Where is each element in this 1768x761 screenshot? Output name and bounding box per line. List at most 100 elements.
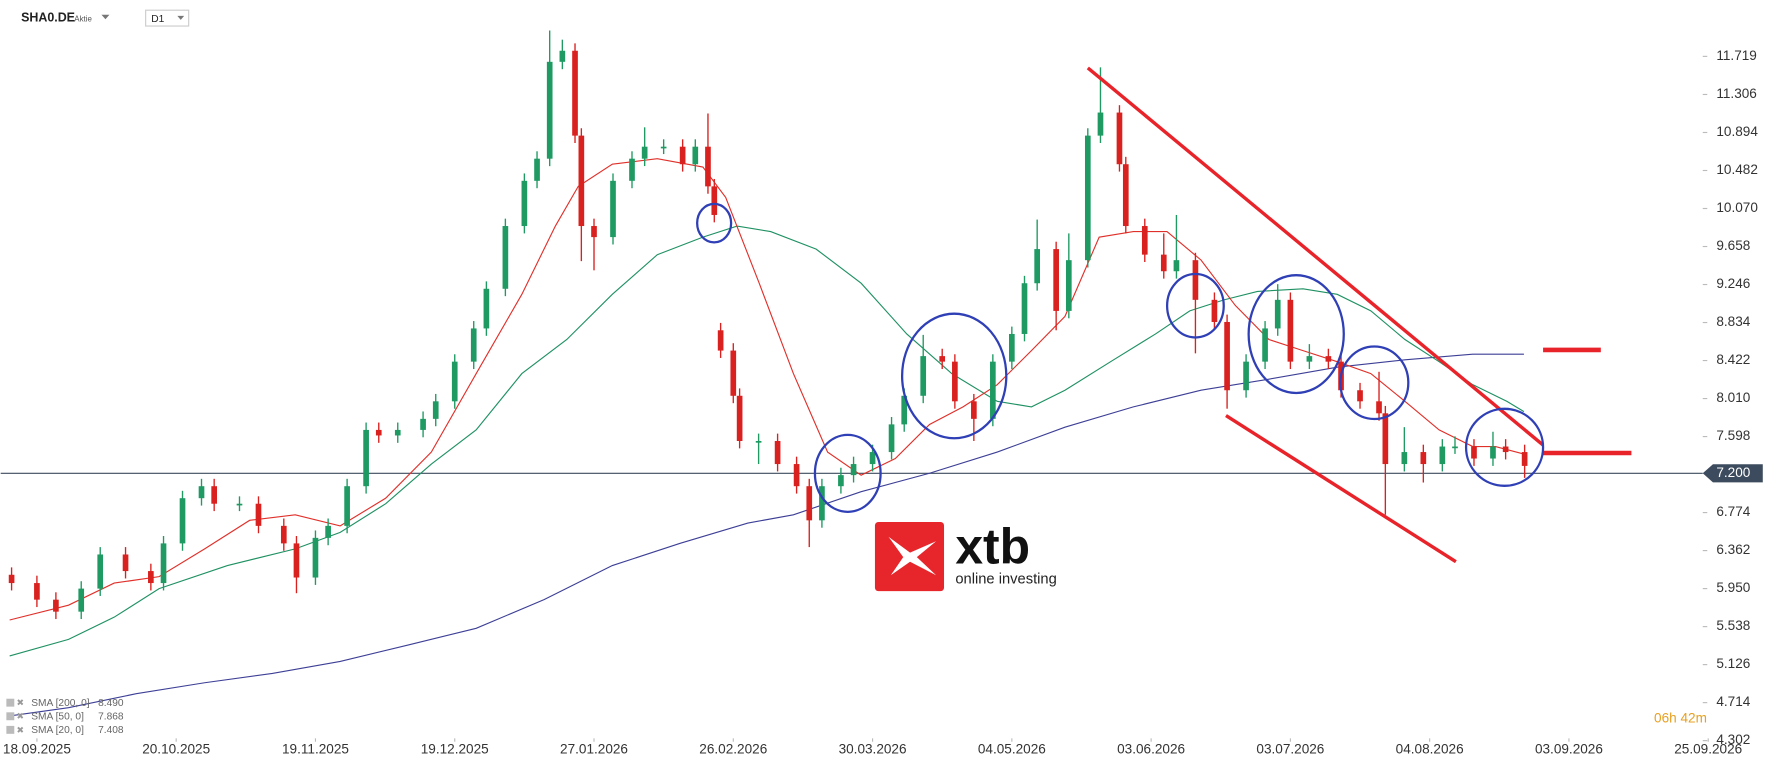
candle-body [280, 525, 287, 544]
candle-body [990, 361, 996, 419]
price-badge [1702, 464, 1763, 483]
legend-value: 8.490 [98, 698, 124, 709]
candle-body [483, 288, 490, 329]
symbol-dropdown[interactable] [101, 14, 110, 20]
legend-icon [6, 712, 15, 721]
candle-body [610, 180, 616, 238]
candle-body [952, 361, 958, 402]
legend-icon-close: ✖ [17, 711, 25, 721]
candle-body [1097, 112, 1104, 136]
candle-body [819, 486, 825, 521]
legend-name: SMA [200, 0] [31, 698, 89, 709]
candle-body [1401, 452, 1408, 465]
candle-body [179, 498, 186, 544]
candle-body [1287, 299, 1294, 362]
candle-body [8, 574, 15, 584]
y-tick-label: 4.714 [1716, 694, 1750, 709]
candle-body [293, 543, 300, 578]
plot-area: 11.719 11.306 10.894 10.482 10.070 9.658 9.246… [0, 30, 1763, 756]
candle-body [236, 503, 243, 506]
y-tick-label: 6.774 [1716, 504, 1750, 519]
y-tick-label: 5.126 [1716, 656, 1750, 671]
legend-value: 7.868 [98, 712, 124, 723]
candle-body [312, 537, 319, 578]
x-tick-label: 18.09.2025 [3, 741, 71, 756]
y-tick-label: 11.719 [1716, 48, 1757, 63]
candle-body [1122, 164, 1129, 227]
y-tick-label: 8.422 [1716, 352, 1750, 367]
candle-body [521, 180, 528, 227]
candle-body [1192, 260, 1199, 300]
candle-body [160, 543, 167, 584]
sma-line [9, 353, 1524, 717]
x-tick-label: 04.08.2026 [1396, 741, 1464, 756]
candle-body [755, 440, 762, 443]
candle-body [641, 146, 648, 159]
instrument-type: Aktie [74, 14, 92, 23]
candle-body [888, 424, 895, 453]
candle-body [211, 486, 217, 504]
interval-dropdown[interactable] [177, 15, 185, 20]
candle-body [451, 361, 458, 402]
x-tick-label: 27.01.2026 [560, 741, 628, 756]
candle-body [1357, 390, 1363, 402]
y-tick-label: 10.070 [1716, 200, 1758, 215]
x-tick-label: 03.09.2026 [1535, 741, 1603, 756]
logo: xtb online investing [874, 519, 1057, 592]
candle-body [774, 440, 781, 465]
x-tick-label: 19.11.2025 [282, 741, 349, 756]
y-tick-label: 10.482 [1716, 162, 1758, 177]
countdown: 06h 42m [1654, 711, 1707, 726]
candle-body [717, 330, 724, 351]
candle-body [1243, 361, 1249, 391]
logo-x [888, 536, 937, 576]
candle-body [1262, 328, 1268, 362]
candle-body [1439, 446, 1446, 465]
symbol[interactable]: SHA0.DE [21, 10, 75, 24]
candle-body [375, 429, 382, 436]
candle-body [1502, 446, 1509, 453]
candle-body [1490, 446, 1496, 459]
x-tick-label: 04.05.2026 [978, 741, 1046, 756]
highlight-circle [1247, 274, 1345, 395]
y-tick-label: 6.362 [1716, 542, 1750, 557]
y-tick-label: 7.598 [1716, 428, 1750, 443]
candle-body [1084, 135, 1091, 261]
candle-body [1009, 333, 1015, 362]
price-label: 7.200 [1716, 465, 1750, 480]
y-tick-label: 11.306 [1716, 86, 1757, 101]
candle-body [1325, 356, 1332, 362]
candle-body [78, 588, 85, 612]
x-tick-label: 25.09.2026 [1674, 741, 1742, 756]
candle-body [1116, 112, 1123, 165]
candle-body [736, 395, 743, 441]
candle-body [559, 50, 566, 62]
x-tick-label: 30.03.2026 [839, 741, 907, 756]
x-tick-label: 20.10.2025 [142, 741, 210, 756]
candle-body [34, 583, 40, 600]
candle-body [1306, 356, 1313, 362]
candle-body [660, 146, 667, 149]
candle-body [629, 158, 635, 181]
highlight-circle [1339, 345, 1410, 421]
candle-body [1021, 283, 1028, 334]
candle-body [591, 226, 597, 238]
y-tick-label: 10.894 [1716, 124, 1758, 139]
y-tick-label: 9.246 [1716, 276, 1750, 291]
candle-body [1521, 452, 1528, 466]
y-tick-label: 4.302 [1716, 732, 1750, 747]
candle-body [470, 328, 477, 362]
candle-body [572, 50, 578, 136]
y-tick-label: 9.658 [1716, 238, 1750, 253]
candle-body [1420, 452, 1427, 465]
candle-body [363, 429, 369, 487]
sma-line [9, 225, 1525, 657]
highlight-circle [813, 433, 882, 513]
legend-name: SMA [50, 0] [31, 712, 84, 723]
legend-icon [6, 725, 15, 734]
legend-icon [6, 698, 15, 707]
trend-line [1225, 414, 1457, 564]
interval-select[interactable] [145, 9, 190, 27]
candle-body [394, 429, 401, 436]
